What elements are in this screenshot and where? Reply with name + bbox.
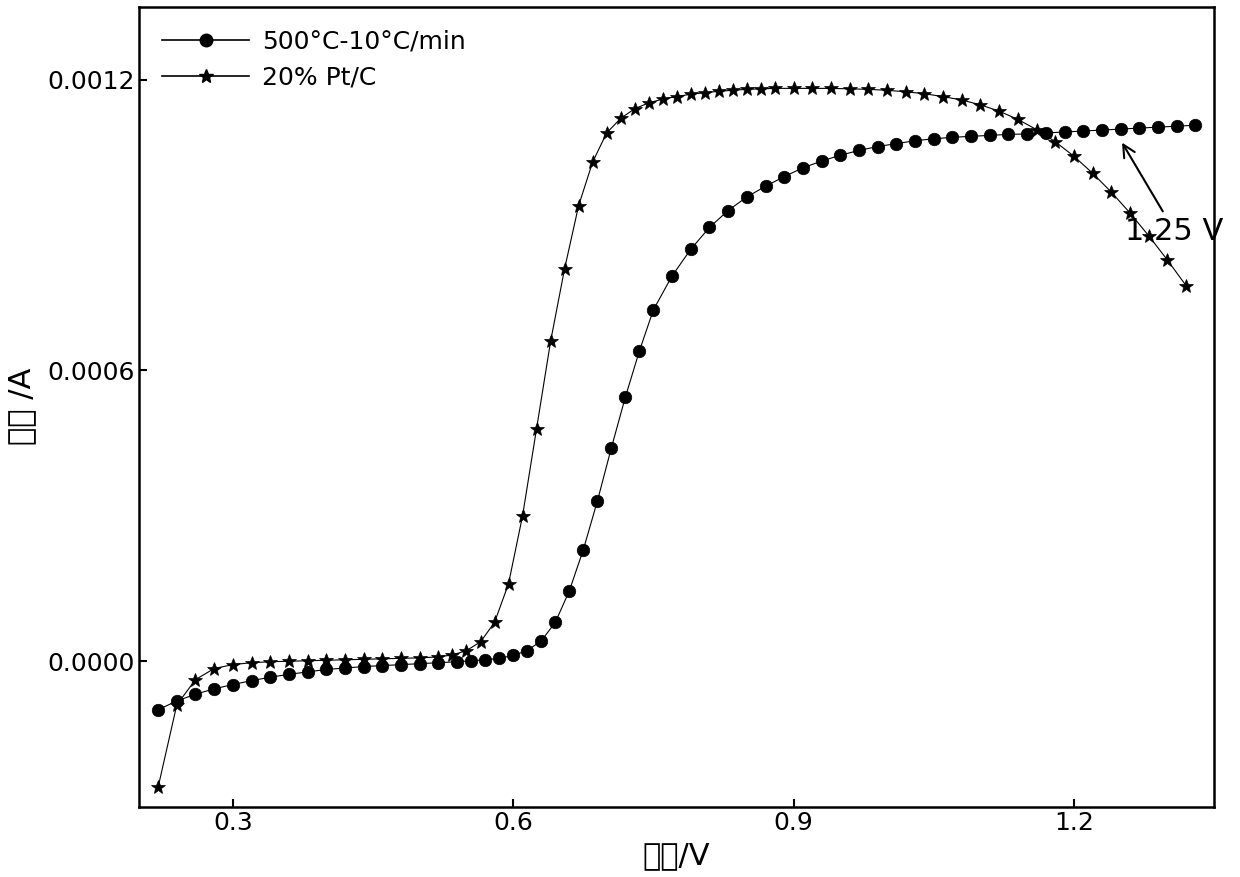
500°C-10°C/min <box>1188 120 1203 131</box>
Line: 20% Pt/C: 20% Pt/C <box>151 82 1193 795</box>
500°C-10°C/min <box>506 650 521 660</box>
20% Pt/C <box>641 97 656 108</box>
20% Pt/C <box>374 653 389 664</box>
500°C-10°C/min <box>492 653 507 664</box>
500°C-10°C/min <box>464 655 479 666</box>
Line: 500°C-10°C/min: 500°C-10°C/min <box>151 119 1202 716</box>
Legend: 500°C-10°C/min, 20% Pt/C: 500°C-10°C/min, 20% Pt/C <box>153 19 476 100</box>
500°C-10°C/min <box>151 704 166 715</box>
Text: 1.25 V: 1.25 V <box>1123 145 1224 246</box>
20% Pt/C <box>445 650 460 660</box>
500°C-10°C/min <box>432 658 446 668</box>
20% Pt/C <box>768 83 782 94</box>
Y-axis label: 电流 /A: 电流 /A <box>7 368 36 446</box>
20% Pt/C <box>1178 281 1193 291</box>
20% Pt/C <box>739 84 754 95</box>
20% Pt/C <box>1048 137 1063 147</box>
500°C-10°C/min <box>337 663 352 674</box>
20% Pt/C <box>151 782 166 793</box>
500°C-10°C/min <box>776 171 791 182</box>
20% Pt/C <box>244 658 259 668</box>
X-axis label: 电位/V: 电位/V <box>642 841 711 870</box>
